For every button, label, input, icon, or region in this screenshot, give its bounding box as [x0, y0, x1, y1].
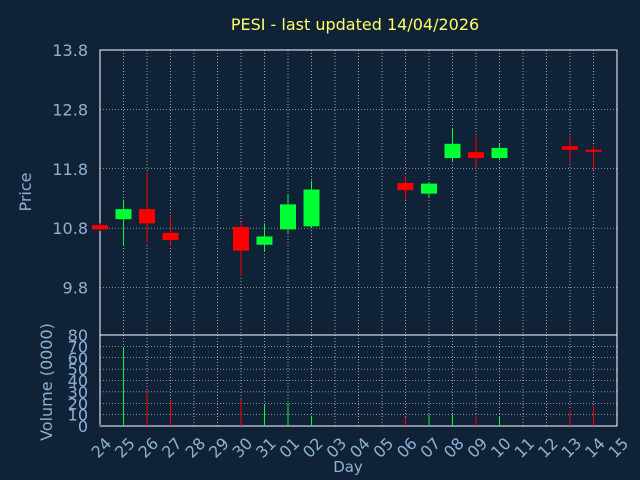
volume-tick-label: 10: [68, 406, 88, 425]
candle-body: [585, 149, 602, 152]
candle-body: [562, 146, 578, 150]
volume-tick-label: 70: [68, 337, 88, 356]
volume-tick-label: 30: [68, 383, 88, 402]
price-tick-label: 11.8: [52, 160, 88, 179]
candle-body: [256, 236, 273, 245]
candle-body: [92, 225, 108, 230]
volume-tick-label: 80: [68, 326, 88, 345]
candle-body: [115, 209, 132, 220]
candles: [92, 128, 602, 277]
day-tick-label: 15: [604, 434, 632, 462]
x-tick-labels: 2425262728293031010203040506070809101112…: [87, 434, 632, 462]
day-axis-label: Day: [333, 458, 363, 476]
volume-tick-label: 50: [68, 360, 88, 379]
volume-tick-label: 20: [68, 394, 88, 413]
candle-body: [397, 183, 414, 191]
candle-body: [468, 152, 484, 159]
candle-body: [491, 147, 508, 159]
price-grid: [99, 49, 618, 336]
volume-tick-label: 0: [78, 417, 88, 436]
candle-body: [444, 143, 461, 159]
candle-body: [162, 232, 179, 240]
candle-body: [280, 204, 296, 230]
candle-body: [233, 226, 249, 251]
volume-tick-label: 40: [68, 372, 88, 391]
price-tick-label: 13.8: [52, 41, 88, 60]
price-tick-label: 10.8: [52, 219, 88, 238]
volume-axis-label: Volume (0000): [37, 323, 56, 441]
price-tick-label: 9.8: [63, 279, 88, 298]
price-tick-label: 12.8: [52, 100, 88, 119]
candle-body: [139, 209, 155, 224]
candle-body: [303, 189, 320, 227]
price-axis-label: Price: [16, 172, 35, 211]
volume-grid: [99, 334, 618, 427]
candle-body: [421, 183, 437, 194]
volume-tick-label: 60: [68, 349, 88, 368]
volume-bars: [99, 347, 594, 426]
chart-title: PESI - last updated 14/04/2026: [231, 15, 479, 34]
